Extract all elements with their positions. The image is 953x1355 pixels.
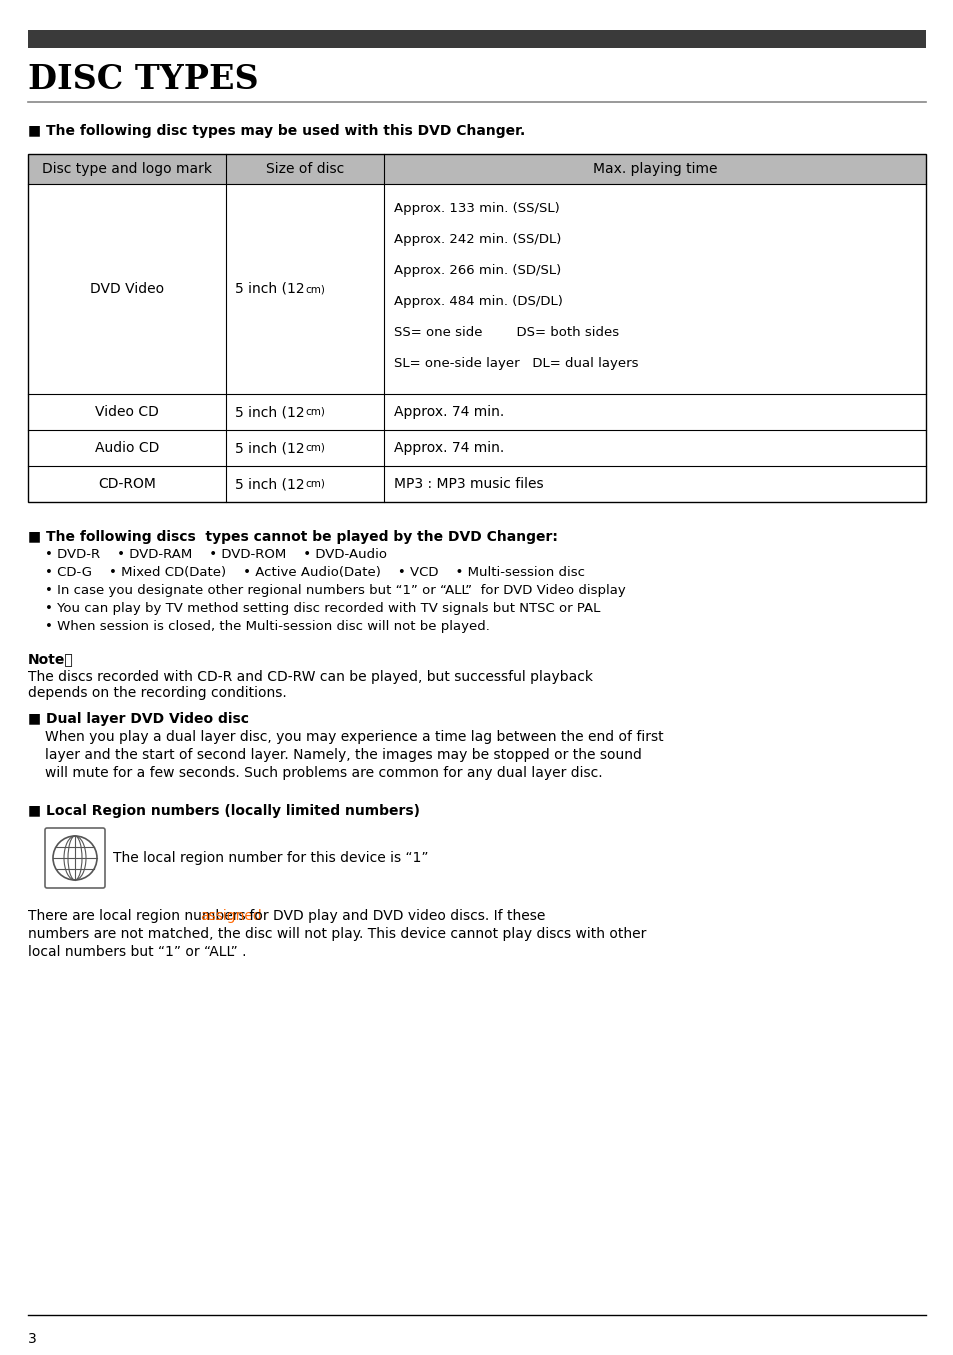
Text: SL= one-side layer   DL= dual layers: SL= one-side layer DL= dual layers — [394, 356, 638, 370]
Text: Audio CD: Audio CD — [94, 440, 159, 455]
Bar — [28, 30, 925, 47]
Text: • DVD-R    • DVD-RAM    • DVD-ROM    • DVD-Audio: • DVD-R • DVD-RAM • DVD-ROM • DVD-Audio — [45, 547, 387, 561]
Text: cm): cm) — [305, 406, 325, 417]
Text: Note：: Note： — [28, 652, 73, 667]
Bar — [28, 154, 925, 501]
Text: Disc type and logo mark: Disc type and logo mark — [42, 163, 212, 176]
Text: numbers are not matched, the disc will not play. This device cannot play discs w: numbers are not matched, the disc will n… — [28, 927, 646, 940]
Text: • You can play by TV method setting disc recorded with TV signals but NTSC or PA: • You can play by TV method setting disc… — [45, 602, 599, 615]
Text: • In case you designate other regional numbers but “1” or “ALL”  for DVD Video d: • In case you designate other regional n… — [45, 584, 625, 598]
FancyBboxPatch shape — [45, 828, 105, 888]
Text: There are local region numbers: There are local region numbers — [28, 909, 250, 923]
Text: 5 inch (12: 5 inch (12 — [235, 282, 305, 295]
Text: will mute for a few seconds. Such problems are common for any dual layer disc.: will mute for a few seconds. Such proble… — [45, 766, 602, 780]
Text: assigned: assigned — [200, 909, 262, 923]
Text: cm): cm) — [305, 285, 325, 294]
Text: ■ Local Region numbers (locally limited numbers): ■ Local Region numbers (locally limited … — [28, 804, 419, 818]
Text: 5 inch (12: 5 inch (12 — [235, 440, 305, 455]
Text: 5 inch (12: 5 inch (12 — [235, 477, 305, 491]
Text: ■ Dual layer DVD Video disc: ■ Dual layer DVD Video disc — [28, 711, 249, 726]
Text: Approx. 242 min. (SS/DL): Approx. 242 min. (SS/DL) — [394, 233, 560, 247]
Text: DVD Video: DVD Video — [90, 282, 164, 295]
Text: depends on the recording conditions.: depends on the recording conditions. — [28, 686, 287, 701]
Text: layer and the start of second layer. Namely, the images may be stopped or the so: layer and the start of second layer. Nam… — [45, 748, 641, 762]
Text: Max. playing time: Max. playing time — [592, 163, 717, 176]
Text: local numbers but “1” or “ALL” .: local numbers but “1” or “ALL” . — [28, 944, 246, 959]
Text: for DVD play and DVD video discs. If these: for DVD play and DVD video discs. If the… — [245, 909, 545, 923]
Text: SS= one side        DS= both sides: SS= one side DS= both sides — [394, 327, 618, 339]
Text: Size of disc: Size of disc — [266, 163, 344, 176]
Text: When you play a dual layer disc, you may experience a time lag between the end o: When you play a dual layer disc, you may… — [45, 730, 663, 744]
Text: DISC TYPES: DISC TYPES — [28, 62, 258, 96]
Text: ■ The following discs  types cannot be played by the DVD Changer:: ■ The following discs types cannot be pl… — [28, 530, 558, 543]
Text: The local region number for this device is “1”: The local region number for this device … — [112, 851, 428, 864]
Text: Approx. 266 min. (SD/SL): Approx. 266 min. (SD/SL) — [394, 264, 560, 276]
Text: cm): cm) — [305, 443, 325, 453]
Text: Approx. 74 min.: Approx. 74 min. — [394, 440, 504, 455]
Text: The discs recorded with CD-R and CD-RW can be played, but successful playback: The discs recorded with CD-R and CD-RW c… — [28, 669, 593, 684]
Text: Approx. 133 min. (SS/SL): Approx. 133 min. (SS/SL) — [394, 202, 559, 215]
Text: MP3 : MP3 music files: MP3 : MP3 music files — [394, 477, 543, 491]
Text: 5 inch (12: 5 inch (12 — [235, 405, 305, 419]
Text: 3: 3 — [28, 1332, 37, 1346]
Text: Video CD: Video CD — [95, 405, 159, 419]
Text: Approx. 484 min. (DS/DL): Approx. 484 min. (DS/DL) — [394, 295, 562, 308]
Bar — [28, 154, 925, 184]
Text: • CD-G    • Mixed CD(Date)    • Active Audio(Date)    • VCD    • Multi-session d: • CD-G • Mixed CD(Date) • Active Audio(D… — [45, 566, 584, 579]
Text: • When session is closed, the Multi-session disc will not be played.: • When session is closed, the Multi-sess… — [45, 621, 489, 633]
Text: cm): cm) — [305, 480, 325, 489]
Text: CD-ROM: CD-ROM — [98, 477, 155, 491]
Text: Approx. 74 min.: Approx. 74 min. — [394, 405, 504, 419]
Text: ■ The following disc types may be used with this DVD Changer.: ■ The following disc types may be used w… — [28, 125, 525, 138]
